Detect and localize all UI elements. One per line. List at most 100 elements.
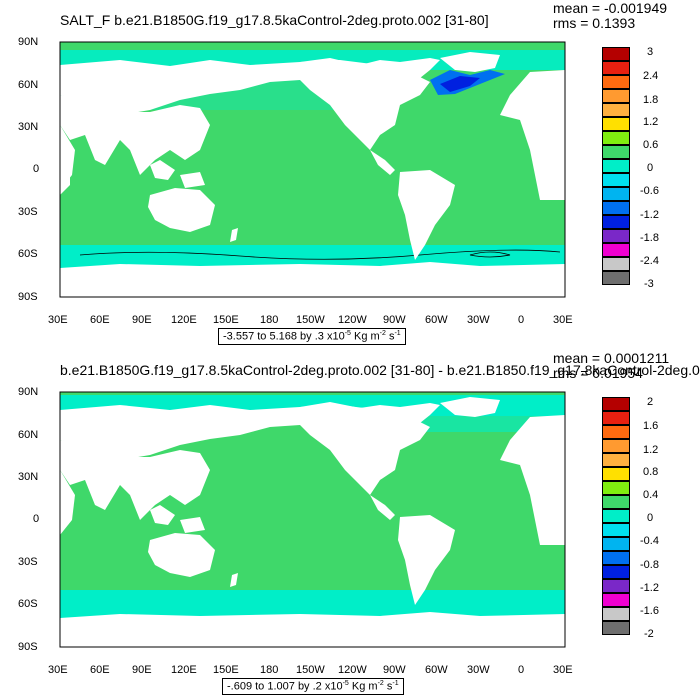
lat-label: 60N [18, 429, 39, 441]
colorbar-swatch [602, 551, 630, 565]
colorbar-swatch [602, 481, 630, 495]
colorbar-swatch [602, 75, 630, 89]
mean-value: mean = -0.001949 [553, 0, 668, 16]
lat-label: 30S [18, 206, 38, 218]
panel-title: SALT_F b.e21.B1850G.f19_g17.8.5kaControl… [60, 12, 489, 28]
lat-label: 30S [18, 556, 38, 568]
colorbar-swatch [602, 89, 630, 103]
lat-label: 60S [18, 248, 38, 260]
colorbar-swatch [602, 593, 630, 607]
contour-line [469, 251, 511, 258]
colorbar-swatch [602, 411, 630, 425]
lon-label: 30E [48, 664, 68, 676]
contour-range-box: -.609 to 1.007 by .2 x10-5 Kg m-2 s-1 [222, 678, 404, 695]
range-unit-exp2: -1 [392, 680, 399, 687]
colorbar-swatch [602, 103, 630, 117]
lat-label: 90N [18, 36, 39, 48]
colorbar-swatch [602, 397, 630, 411]
panel-bottom: b.e21.B1850G.f19_g17.8.5kaControl-2deg.p… [0, 350, 700, 700]
range-text: -3.557 to 5.168 by .3 x10 [223, 330, 345, 343]
lon-label: 150W [296, 314, 325, 326]
range-exp: -5 [342, 680, 349, 687]
lat-label: 0 [33, 163, 40, 175]
map-plot [59, 391, 566, 648]
lon-label: 150E [213, 314, 239, 326]
lon-label: 120W [338, 664, 367, 676]
colorbar-swatch [602, 495, 630, 509]
lon-label: 120W [338, 314, 367, 326]
lon-label: 30W [467, 664, 490, 676]
colorbar-swatch [602, 467, 630, 481]
colorbar-swatch [602, 243, 630, 257]
stats-block: mean = 0.0001211 rms = 0.01954 [553, 351, 669, 381]
range-unit-exp1: -2 [379, 330, 386, 337]
colorbar-swatch [602, 159, 630, 173]
colorbar-swatch [602, 201, 630, 215]
colorbar-label: -1.8 [640, 232, 659, 244]
colorbar-swatch [602, 187, 630, 201]
lon-label: 90W [383, 664, 406, 676]
range-unit: Kg m [350, 330, 380, 343]
colorbar-swatch [602, 579, 630, 593]
map-plot [59, 41, 566, 298]
colorbar-swatch [602, 173, 630, 187]
lon-label: 150E [213, 664, 239, 676]
colorbar-swatch [602, 61, 630, 75]
colorbar-label: -2 [644, 628, 654, 640]
lon-label: 180 [260, 664, 279, 676]
lon-label: 90E [132, 314, 152, 326]
map-frame [59, 391, 566, 648]
range-unit-exp2: -1 [394, 330, 401, 337]
lon-label: 60W [425, 314, 448, 326]
colorbar-swatch [602, 523, 630, 537]
colorbar-swatch [602, 229, 630, 243]
colorbar-label: 1.6 [643, 420, 659, 432]
colorbar-swatch [602, 215, 630, 229]
colorbar-swatch [602, 47, 630, 61]
lat-label: 90S [18, 291, 38, 303]
range-unit: Kg m [348, 680, 378, 693]
colorbar-label: -1.2 [640, 582, 659, 594]
colorbar-label: 0 [647, 512, 654, 524]
lon-label: 0 [518, 314, 525, 326]
colorbar-swatch [602, 145, 630, 159]
lat-label: 0 [33, 513, 40, 525]
lon-label: 60E [90, 664, 110, 676]
lon-label: 60E [90, 314, 110, 326]
lon-label: 90W [383, 314, 406, 326]
southern-ocean-band [60, 245, 565, 268]
lon-label: 30E [48, 314, 68, 326]
colorbar-swatch [602, 439, 630, 453]
lon-label: 30E [553, 314, 573, 326]
colorbar-label: -3 [644, 278, 654, 290]
range-unit-exp1: -2 [377, 680, 384, 687]
north-atlantic-anomaly-dark [440, 76, 480, 92]
colorbar [602, 397, 630, 635]
land-masses [60, 397, 565, 647]
colorbar [602, 47, 630, 285]
colorbar-label: -2.4 [640, 255, 659, 267]
colorbar-label: 2 [647, 396, 654, 408]
colorbar-label: 1.2 [643, 116, 659, 128]
colorbar-swatch [602, 509, 630, 523]
range-exp: -5 [344, 330, 351, 337]
map-frame [59, 41, 566, 298]
colorbar-swatch [602, 621, 630, 635]
lat-label: 60S [18, 598, 38, 610]
colorbar-label: 1.2 [643, 444, 659, 456]
panel-title: b.e21.B1850G.f19_g17.8.5kaControl-2deg.p… [60, 362, 700, 378]
lon-label: 90E [132, 664, 152, 676]
lon-label: 60W [425, 664, 448, 676]
lon-label: 180 [260, 314, 279, 326]
colorbar-label: -0.4 [640, 535, 659, 547]
colorbar-label: 3 [647, 46, 654, 58]
colorbar-label: 2.4 [643, 70, 659, 82]
colorbar-swatch [602, 257, 630, 271]
colorbar-swatch [602, 117, 630, 131]
range-unit-tail: s [383, 680, 393, 693]
colorbar-swatch [602, 565, 630, 579]
lon-label: 120E [171, 314, 197, 326]
lon-label: 30E [553, 664, 573, 676]
range-text: -.609 to 1.007 by .2 x10 [227, 680, 343, 693]
lat-label: 90S [18, 641, 38, 653]
